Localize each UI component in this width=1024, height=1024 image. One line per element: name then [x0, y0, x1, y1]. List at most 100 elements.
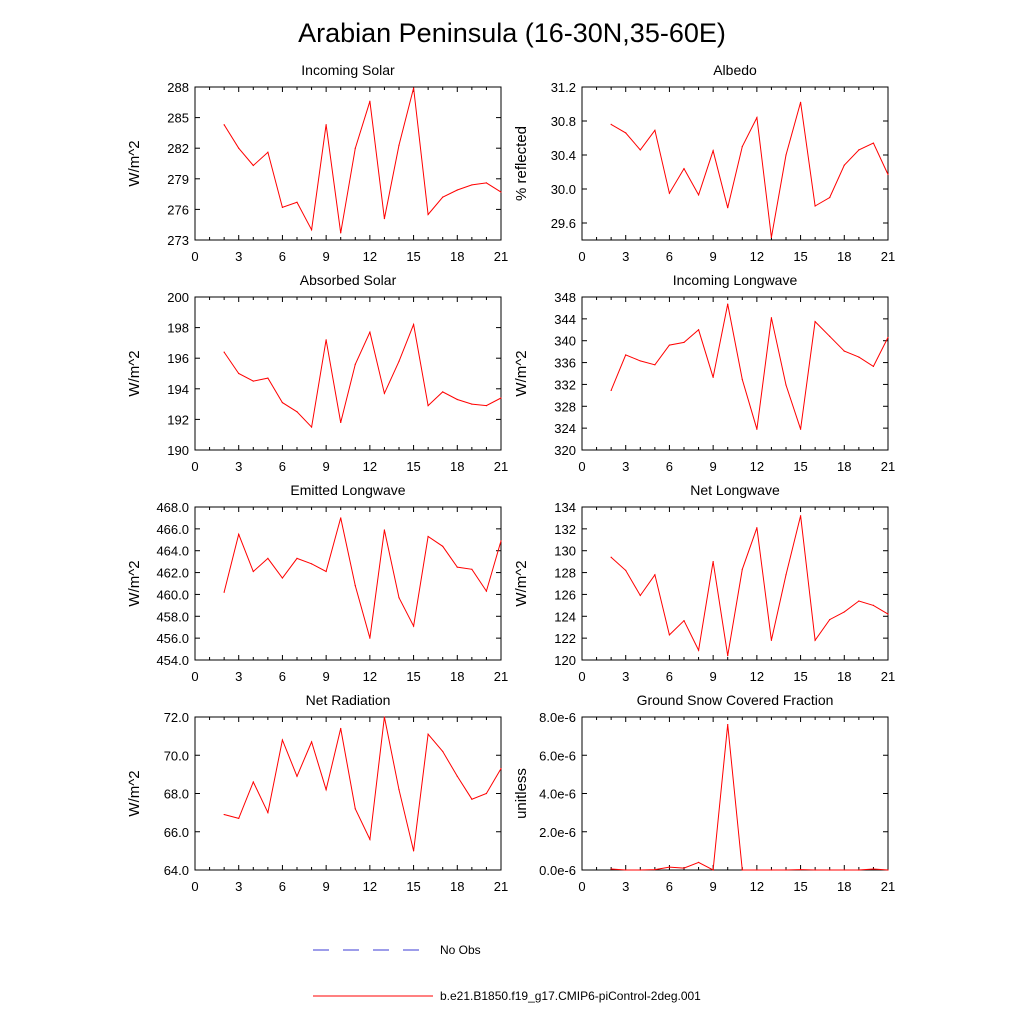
y-tick-label: 70.0	[164, 748, 189, 763]
x-tick-label: 0	[578, 669, 585, 684]
panel-albedo: Albedo % reflected 0 3 6 9 12 15 18 21 29.6 30.0 30.…	[513, 62, 895, 264]
data-point	[610, 868, 612, 870]
y-tick-label: 30.8	[551, 114, 576, 129]
data-point	[412, 850, 415, 852]
x-tick-label: 18	[450, 249, 464, 264]
panel-title: Incoming Solar	[301, 62, 395, 78]
data-point	[427, 405, 429, 407]
data-point	[252, 380, 254, 382]
x-tick-label: 0	[191, 879, 198, 894]
data-point	[712, 869, 714, 871]
data-point	[412, 87, 415, 89]
y-axis-label: W/m^2	[513, 560, 530, 606]
data-point	[427, 213, 429, 216]
data-point	[325, 124, 327, 126]
y-tick-label: 320	[554, 443, 576, 458]
y-tick-label: 276	[167, 202, 189, 217]
data-point	[654, 364, 656, 366]
data-point	[727, 207, 729, 209]
data-point	[683, 168, 685, 170]
data-point	[456, 775, 458, 777]
x-tick-label: 9	[323, 249, 330, 264]
y-tick-label: 328	[554, 399, 576, 414]
y-tick-label: 66.0	[164, 825, 189, 840]
data-point	[412, 625, 415, 627]
series-line	[223, 322, 502, 429]
y-axis-label: W/m^2	[513, 350, 530, 396]
data-point	[799, 101, 802, 103]
panel-ground-snow-covered-fraction: Ground Snow Covered Fraction unitless 0 3 6 9…	[513, 692, 895, 894]
data-point	[654, 129, 656, 131]
x-tick-label: 12	[750, 249, 764, 264]
y-tick-label: 454.0	[156, 653, 189, 668]
x-tick-label: 15	[406, 669, 420, 684]
panel-title: Net Radiation	[306, 692, 391, 708]
y-tick-label: 126	[554, 587, 576, 602]
x-tick-label: 12	[363, 249, 377, 264]
data-point	[770, 317, 773, 319]
data-point	[887, 173, 889, 176]
data-point	[238, 147, 240, 149]
y-tick-label: 130	[554, 544, 576, 559]
data-point	[325, 570, 327, 573]
plot-frame	[194, 86, 502, 241]
series-line	[223, 716, 502, 852]
figure-title: Arabian Peninsula (16-30N,35-60E)	[298, 18, 726, 48]
x-tick-label: 3	[622, 879, 629, 894]
legend-label-model: b.e21.B1850.f19_g17.CMIP6-piControl-2deg…	[440, 989, 701, 1003]
data-point	[369, 637, 371, 639]
x-tick-label: 6	[279, 669, 286, 684]
x-tick-label: 18	[837, 459, 851, 474]
x-tick-label: 15	[406, 879, 420, 894]
plot-frame	[194, 506, 502, 661]
data-point	[829, 196, 831, 199]
data-point	[369, 838, 371, 841]
y-tick-label: 2.0e-6	[539, 825, 576, 840]
data-point	[799, 869, 802, 871]
data-point	[610, 389, 612, 392]
x-tick-label: 18	[450, 879, 464, 894]
data-point	[456, 398, 458, 401]
data-point	[639, 360, 641, 362]
data-point	[668, 866, 671, 868]
y-tick-label: 30.4	[551, 148, 576, 163]
data-point	[727, 724, 729, 726]
y-tick-label: 324	[554, 421, 576, 436]
x-tick-label: 15	[406, 459, 420, 474]
data-point	[485, 182, 488, 184]
data-point	[485, 405, 488, 407]
x-tick-label: 3	[235, 669, 242, 684]
x-tick-label: 6	[279, 459, 286, 474]
data-point	[296, 411, 298, 413]
data-point	[471, 403, 473, 405]
x-tick-label: 9	[710, 249, 717, 264]
data-point	[858, 869, 860, 871]
data-point	[252, 781, 254, 783]
x-tick-label: 12	[750, 669, 764, 684]
data-point	[442, 545, 444, 547]
legend: No Obs b.e21.B1850.f19_g17.CMIP6-piContr…	[313, 943, 701, 1003]
x-tick-label: 21	[494, 249, 508, 264]
data-point	[799, 515, 802, 517]
data-point	[500, 397, 502, 399]
x-tick-label: 3	[235, 249, 242, 264]
data-point	[872, 868, 875, 870]
data-point	[756, 869, 758, 871]
data-point	[872, 604, 875, 606]
x-tick-label: 9	[710, 879, 717, 894]
data-point	[340, 421, 342, 424]
data-point	[639, 594, 641, 597]
y-tick-label: 458.0	[156, 609, 189, 624]
data-point	[238, 817, 240, 819]
x-tick-label: 6	[666, 879, 673, 894]
series-line	[610, 102, 889, 238]
data-point	[683, 620, 685, 622]
y-tick-label: 460.0	[156, 587, 189, 602]
data-point	[485, 792, 488, 795]
data-point	[887, 869, 889, 871]
data-point	[610, 123, 612, 125]
data-point	[639, 869, 641, 871]
panel-absorbed-solar: Absorbed Solar W/m^2 0 3 6 9 12 15 18 21 190 192 194…	[126, 272, 508, 474]
data-point	[770, 236, 773, 239]
series-line	[610, 515, 889, 656]
